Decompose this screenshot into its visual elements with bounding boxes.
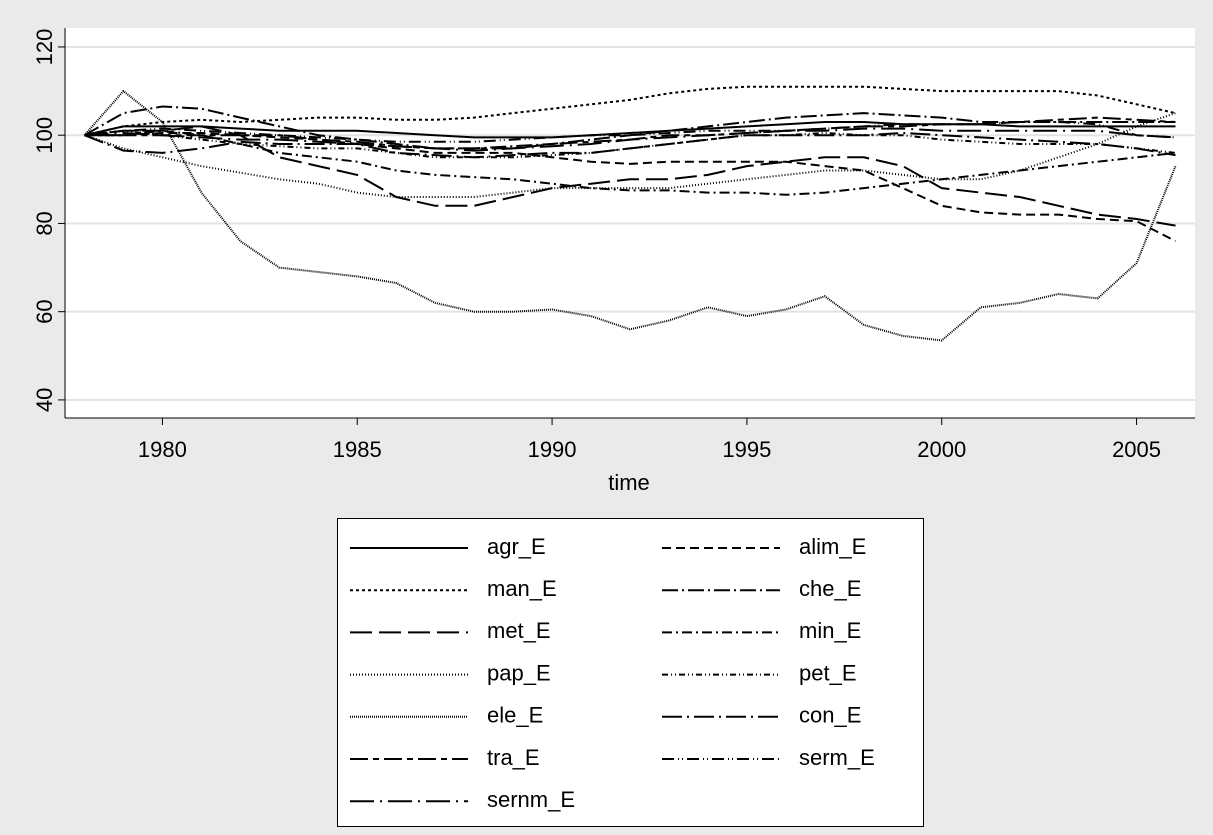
x-tick-label: 2005	[1112, 437, 1161, 462]
legend	[337, 518, 924, 827]
y-tick-label: 60	[32, 299, 57, 323]
legend-label: ele_E	[487, 703, 543, 728]
legend-label: agr_E	[487, 534, 546, 559]
x-tick-label: 1990	[528, 437, 577, 462]
legend-label: met_E	[487, 618, 551, 643]
legend-label: min_E	[799, 618, 861, 643]
series-line	[84, 127, 1176, 152]
x-tick-label: 1995	[722, 437, 771, 462]
y-tick-label: 80	[32, 211, 57, 235]
legend-label: alim_E	[799, 534, 866, 559]
series-line	[83, 89, 1177, 342]
series-line	[84, 112, 1176, 198]
x-tick-label: 1985	[333, 437, 382, 462]
series-line	[84, 131, 1176, 159]
legend-label: che_E	[799, 576, 861, 601]
legend-label: serm_E	[799, 745, 875, 770]
y-tick-label: 40	[32, 388, 57, 412]
series-line	[84, 132, 1176, 242]
legend-label: sernm_E	[487, 787, 575, 812]
series-line	[84, 129, 1176, 196]
legend-label: man_E	[487, 576, 557, 601]
x-tick-label: 2000	[917, 437, 966, 462]
x-axis-title: time	[608, 470, 650, 495]
y-tick-label: 120	[32, 29, 57, 66]
x-tick-label: 1980	[138, 437, 187, 462]
legend-label: tra_E	[487, 745, 540, 770]
legend-label: pap_E	[487, 660, 551, 685]
y-tick-label: 100	[32, 117, 57, 154]
series-line	[84, 121, 1176, 139]
series-line	[84, 85, 1176, 137]
series-line	[84, 105, 1176, 150]
legend-label: pet_E	[799, 660, 857, 685]
series-line	[84, 121, 1176, 143]
legend-label: con_E	[799, 703, 861, 728]
